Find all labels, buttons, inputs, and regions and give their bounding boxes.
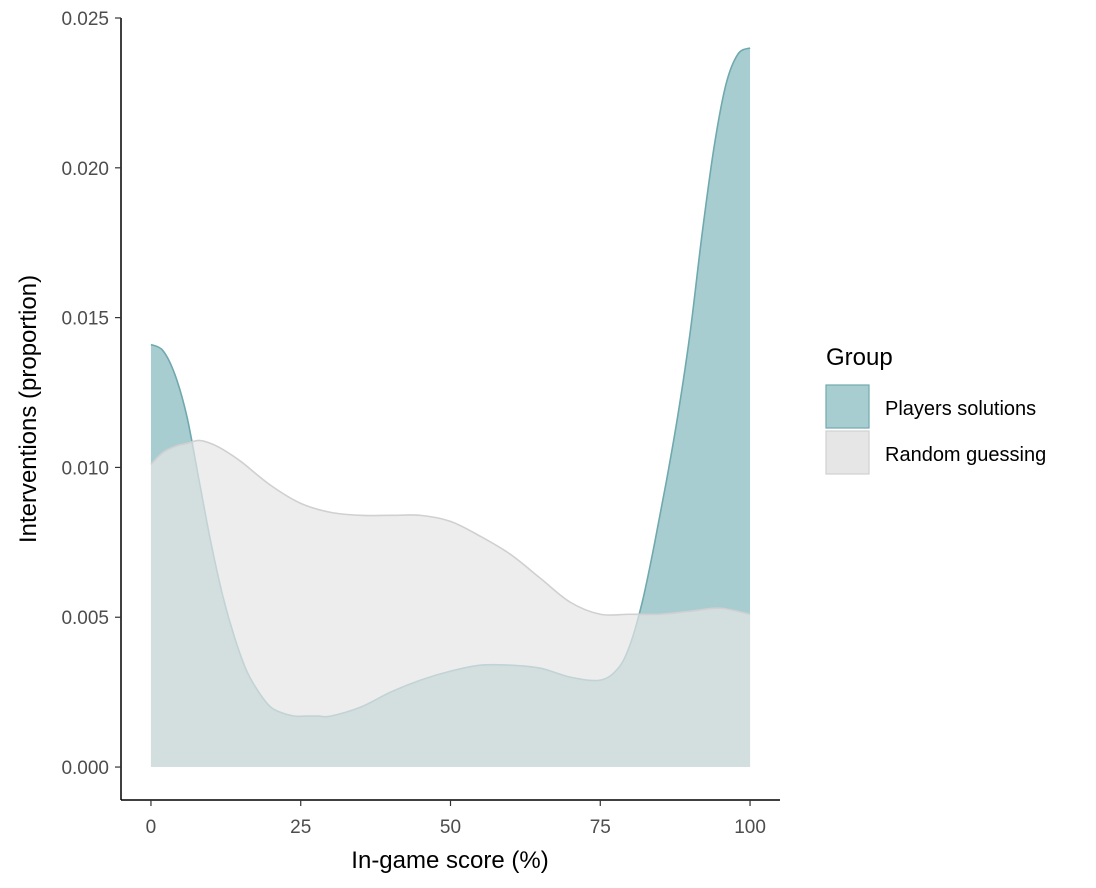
legend-label-random-guessing: Random guessing xyxy=(885,444,1046,466)
x-tick-label: 0 xyxy=(146,817,157,838)
y-axis-title: Interventions (proportion) xyxy=(15,275,42,543)
legend-label-players-solutions: Players solutions xyxy=(885,398,1036,420)
x-axis-title: In-game score (%) xyxy=(351,847,548,874)
axes xyxy=(115,17,780,806)
density-line-random-guessing xyxy=(150,439,751,616)
y-tick-label: 0.000 xyxy=(61,758,109,779)
tick-labels: 0 25 50 75 100 0.000 0.005 0.010 0.015 0.020 0.025 xyxy=(61,9,765,838)
x-tick-label: 25 xyxy=(290,817,311,838)
x-tick-label: 75 xyxy=(590,817,611,838)
density-area-random-guessing xyxy=(150,440,751,768)
plot-areas xyxy=(150,47,751,768)
y-tick-label: 0.010 xyxy=(61,458,109,479)
legend-key-random-guessing xyxy=(825,430,870,475)
y-tick-label: 0.020 xyxy=(61,159,109,180)
x-tick-label: 100 xyxy=(734,817,766,838)
y-tick-label: 0.015 xyxy=(61,309,109,330)
x-tick-label: 50 xyxy=(440,817,461,838)
legend-title: Group xyxy=(826,344,893,371)
y-tick-label: 0.005 xyxy=(61,608,109,629)
legend: Group Players solutions Random guessing xyxy=(825,344,1046,475)
legend-key-players-solutions xyxy=(825,384,870,429)
y-tick-label: 0.025 xyxy=(61,9,109,30)
